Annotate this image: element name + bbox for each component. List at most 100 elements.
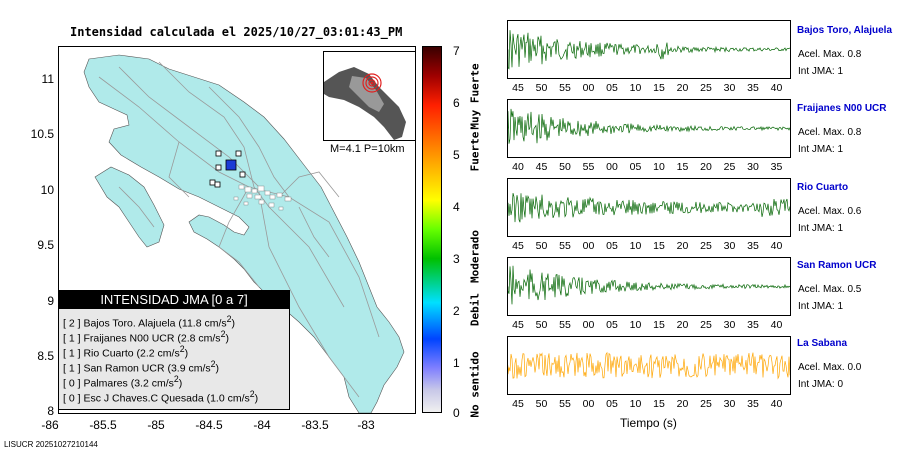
- trace-tick: 25: [700, 240, 712, 252]
- trace-tick: 15: [653, 82, 665, 94]
- trace-tick: 30: [723, 240, 736, 252]
- legend-row: [ 0 ] Palmares (3.2 cm/s2): [63, 374, 183, 390]
- trace-tick: 15: [676, 161, 689, 173]
- trace-tick: 05: [606, 82, 618, 94]
- trace-tick: 35: [747, 240, 759, 252]
- trace-tick: 50: [535, 398, 548, 410]
- y-tick: 11: [41, 72, 54, 86]
- trace-tick: 50: [535, 240, 548, 252]
- trace-tick: 40: [770, 398, 783, 410]
- trace-tick: 20: [676, 240, 689, 252]
- seismogram-trace: [507, 99, 791, 158]
- colorbar-tick: 4: [453, 200, 460, 214]
- trace-tick: 40: [512, 161, 524, 173]
- trace-tick: 00: [582, 319, 595, 331]
- station-name: La Sabana: [797, 338, 848, 349]
- x-tick: -86: [41, 418, 59, 432]
- legend-row: [ 1 ] San Ramon UCR (3.9 cm/s2): [63, 359, 220, 375]
- trace-tick: 50: [535, 82, 548, 94]
- intensity-legend: INTENSIDAD JMA [0 a 7] [ 2 ] Bajos Toro.…: [58, 290, 290, 410]
- trace-tick: 05: [606, 319, 618, 331]
- legend-row: [ 1 ] Rio Cuarto (2.2 cm/s2): [63, 344, 189, 360]
- station-jma: Int JMA: 1: [798, 144, 844, 155]
- trace-tick: 40: [770, 319, 783, 331]
- trace-tick: 50: [559, 161, 571, 173]
- trace-tick: 10: [629, 398, 642, 410]
- station-accel: Acel. Max. 0.6: [798, 206, 862, 217]
- trace-tick: 45: [512, 82, 524, 94]
- trace-tick: 05: [606, 398, 618, 410]
- map-title: Intensidad calculada el 2025/10/27_03:01…: [70, 25, 403, 39]
- x-tick: -84: [253, 418, 271, 432]
- trace-tick: 05: [629, 161, 642, 173]
- trace-tick: 30: [747, 161, 759, 173]
- legend-row: [ 2 ] Bajos Toro. Alajuela (11.8 cm/s2): [63, 314, 235, 330]
- station-jma: Int JMA: 1: [798, 66, 844, 77]
- trace-tick: 45: [512, 398, 524, 410]
- station-markers: [209, 150, 246, 188]
- colorbar-tick: 7: [453, 44, 460, 58]
- trace-tick: 55: [582, 161, 595, 173]
- trace-tick: 15: [653, 319, 665, 331]
- nicoya-peninsula: [94, 166, 165, 248]
- trace-tick: 55: [559, 82, 571, 94]
- trace-tick: 45: [535, 161, 548, 173]
- y-tick: 8: [47, 404, 54, 418]
- y-tick: 10.5: [30, 127, 54, 141]
- trace-tick: 40: [770, 240, 783, 252]
- time-axis-label: Tiempo (s): [620, 416, 677, 430]
- station-accel: Acel. Max. 0.5: [798, 284, 862, 295]
- trace-tick: 00: [606, 161, 618, 173]
- trace-tick: 25: [700, 319, 712, 331]
- trace-tick: 30: [723, 319, 736, 331]
- trace-tick: 25: [700, 398, 712, 410]
- trace-tick: 10: [629, 240, 642, 252]
- trace-tick: 00: [582, 82, 595, 94]
- trace-tick: 45: [512, 240, 524, 252]
- trace-tick: 00: [582, 398, 595, 410]
- trace-tick: 25: [723, 161, 736, 173]
- station-jma: Int JMA: 1: [798, 223, 844, 234]
- y-tick: 9: [47, 294, 54, 308]
- trace-tick: 00: [582, 240, 595, 252]
- x-tick: -85: [147, 418, 165, 432]
- colorbar-tick: 2: [453, 304, 460, 318]
- trace-tick: 05: [606, 240, 618, 252]
- trace-tick: 25: [700, 82, 712, 94]
- trace-tick: 15: [653, 398, 665, 410]
- seismogram-trace: [507, 178, 791, 237]
- seismogram-trace: [507, 20, 791, 79]
- colorbar-word: Fuerte: [468, 131, 482, 172]
- trace-tick: 15: [653, 240, 665, 252]
- x-tick: -83: [357, 418, 375, 432]
- seismogram-trace: [507, 257, 791, 316]
- x-tick: -84.5: [195, 418, 223, 432]
- seismogram-trace: [507, 336, 791, 395]
- intensity-colorbar: [422, 46, 442, 413]
- trace-tick: 30: [723, 398, 736, 410]
- trace-tick: 55: [559, 398, 571, 410]
- station-name: Fraijanes N00 UCR: [797, 103, 887, 114]
- trace-tick: 55: [559, 240, 571, 252]
- trace-tick: 10: [629, 319, 642, 331]
- legend-header: INTENSIDAD JMA [0 a 7]: [59, 291, 289, 309]
- station-accel: Acel. Max. 0.8: [798, 49, 862, 60]
- city-cluster: [233, 184, 292, 211]
- station-name: Bajos Toro, Alajuela: [797, 25, 893, 36]
- station-accel: Acel. Max. 0.0: [798, 362, 862, 373]
- trace-tick: 35: [747, 82, 759, 94]
- trace-tick: 20: [676, 319, 689, 331]
- trace-tick: 40: [770, 82, 783, 94]
- x-tick: -85.5: [89, 418, 117, 432]
- trace-tick: 30: [723, 82, 736, 94]
- colorbar-tick: 5: [453, 148, 460, 162]
- station-jma: Int JMA: 1: [798, 301, 844, 312]
- trace-tick: 10: [629, 82, 642, 94]
- footer-id: LISUCR 20251027210144: [4, 440, 98, 449]
- trace-tick: 50: [535, 319, 548, 331]
- colorbar-tick: 6: [453, 96, 460, 110]
- magnitude-label: M=4.1 P=10km: [330, 143, 405, 155]
- costa-rica-map: [83, 54, 405, 413]
- station-name: San Ramon UCR: [797, 260, 877, 271]
- trace-tick: 35: [770, 161, 783, 173]
